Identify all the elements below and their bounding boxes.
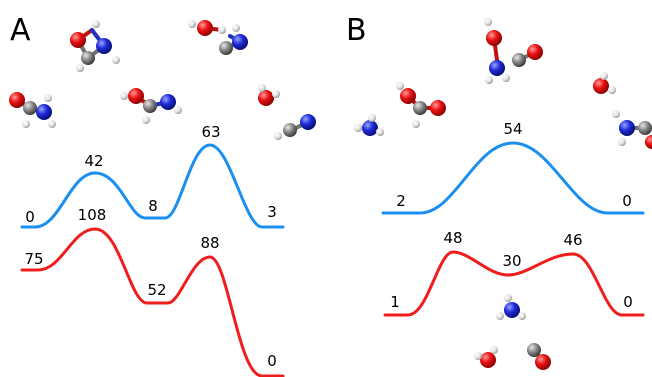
panel-b-energy-curve-red [383,250,645,317]
energy-label: 75 [24,250,43,268]
panel-a-energy-curve-blue [20,143,285,229]
energy-label: 48 [443,229,462,247]
energy-label: 2 [396,192,406,210]
energy-label: 88 [200,234,219,252]
panel-b-acid [396,82,446,128]
panel-b-co-bottom [527,343,551,370]
panel-b-red-labels: 1 48 30 46 0 [390,229,633,311]
panel-b-water-bottom [474,346,498,368]
energy-label: 52 [147,281,166,299]
energy-label: 46 [563,231,582,249]
energy-label: 30 [502,252,521,270]
energy-label: 0 [25,208,35,226]
panel-b-blue-labels: 2 54 0 [396,120,632,210]
panel-a-energy-curve-red [20,227,285,377]
energy-label: 108 [78,206,107,224]
energy-label: 0 [267,352,277,370]
panel-a-molecule-top [188,20,248,55]
panel-b-letter: B [346,13,367,48]
energy-label: 0 [622,192,632,210]
panel-a: A [9,13,316,377]
panel-a-molecule-ring [70,20,120,72]
panel-b-molecule-top [484,18,543,84]
panel-a-molecule-middle [120,88,182,124]
panel-a-letter: A [10,13,31,48]
energy-label: 42 [84,152,103,170]
energy-label: 0 [623,293,633,311]
panel-a-hcn [274,114,316,140]
energy-label: 8 [148,197,158,215]
energy-label: 1 [390,293,400,311]
panel-a-water [258,84,280,106]
panel-a-blue-labels: 0 42 8 63 3 [25,123,277,226]
panel-b-ammonia-bottom [496,294,526,320]
panel-b-energy-curve-blue [381,141,645,215]
panel-a-molecules [9,20,316,140]
energy-label: 63 [201,123,220,141]
panel-b: B [346,13,652,370]
panel-b-molecules [354,18,652,370]
panel-b-molecule-edge [612,110,652,149]
energy-label: 3 [267,203,277,221]
panel-b-ammonia-left [354,114,384,136]
panel-a-red-labels: 75 108 52 88 0 [24,206,276,370]
panel-b-water-top [593,72,616,94]
energy-label: 54 [503,120,522,138]
panel-a-molecule-left [9,92,56,128]
